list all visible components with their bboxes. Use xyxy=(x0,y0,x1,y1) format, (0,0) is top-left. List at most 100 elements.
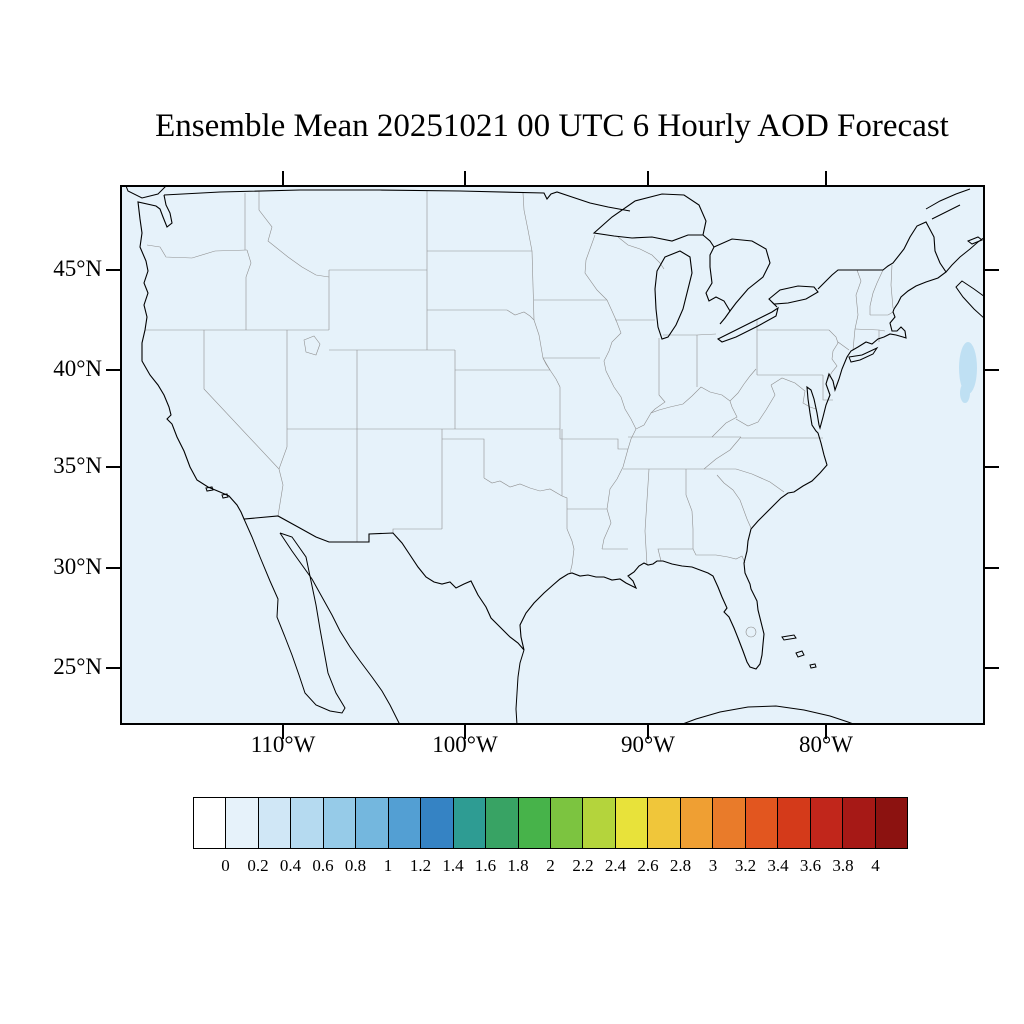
channel-island xyxy=(221,493,229,499)
colorbar-cell xyxy=(648,798,681,848)
colorbar-cell xyxy=(615,798,649,848)
aod-plume xyxy=(959,342,977,394)
lake-huron xyxy=(705,238,771,312)
colorbar-tick-label: 3.8 xyxy=(832,856,854,875)
bahamas-island xyxy=(781,634,797,641)
lat-tick-label: 30°N xyxy=(53,554,102,579)
colorbar-cell xyxy=(778,798,811,848)
colorbar-tick-label: 1 xyxy=(383,856,393,875)
lat-axis-tick xyxy=(106,667,120,669)
aod-plume-2 xyxy=(960,383,970,403)
colorbar-tick-label: 3.6 xyxy=(799,856,822,875)
lon-axis-tick xyxy=(464,725,466,739)
lon-axis-tick xyxy=(825,171,827,185)
colorbar-tick-label: 0.2 xyxy=(247,856,269,875)
lat-axis-tick xyxy=(106,269,120,271)
bahamas-island xyxy=(795,650,805,658)
lon-axis-tick xyxy=(647,171,649,185)
colorbar-cell xyxy=(745,798,779,848)
us-coastline xyxy=(137,194,947,670)
lake-ontario xyxy=(768,285,819,305)
great-lakes xyxy=(592,193,819,343)
lon-axis-tick xyxy=(825,725,827,739)
colorbar-cell xyxy=(583,798,616,848)
colorbar-tick-label: 0.4 xyxy=(279,856,302,875)
lon-axis-tick xyxy=(282,171,284,185)
colorbar-tick-label: 1.6 xyxy=(474,856,497,875)
long-island xyxy=(848,346,879,363)
colorbar-tick-label: 2 xyxy=(546,856,555,875)
colorbar-cell xyxy=(810,798,844,848)
cuba-coastline xyxy=(679,705,857,725)
colorbar-tick-label: 2.8 xyxy=(669,856,692,875)
colorbar-cell xyxy=(518,798,551,848)
colorbar-tick-label: 0.6 xyxy=(312,856,334,875)
st-lawrence-shore xyxy=(925,188,971,210)
lake-michigan xyxy=(654,250,693,340)
figure-title: Ensemble Mean 20251021 00 UTC 6 Hourly A… xyxy=(155,108,949,144)
colorbar-cell xyxy=(388,798,422,848)
map-background xyxy=(120,185,985,725)
lat-axis-tick xyxy=(106,369,120,371)
neighboring-coastlines xyxy=(125,185,985,725)
colorbar-cell xyxy=(194,798,227,848)
colorbar-cell xyxy=(226,798,259,848)
colorbar-tick-label: 4 xyxy=(871,856,880,875)
colorbar-tick-label: 1.2 xyxy=(409,856,432,875)
colorbar-tick-label: 1.8 xyxy=(507,856,529,875)
colorbar-cell xyxy=(258,798,292,848)
colorbar-tick-label: 0.8 xyxy=(344,856,367,875)
lat-axis-tick xyxy=(985,269,999,271)
colorbar-tick-label: 3.2 xyxy=(734,856,757,875)
colorbar-tick-label: 3 xyxy=(708,856,718,875)
colorbar-cell xyxy=(486,798,519,848)
colorbar-cell xyxy=(875,798,907,848)
colorbar-cell xyxy=(453,798,487,848)
lake-superior xyxy=(592,193,707,242)
lat-axis-tick xyxy=(106,567,120,569)
us-map xyxy=(120,185,985,725)
lon-tick-label: 90°W xyxy=(621,732,675,757)
lat-tick-label: 45°N xyxy=(53,256,102,281)
lake-erie xyxy=(716,306,779,343)
great-salt-lake xyxy=(303,335,321,356)
lon-axis-tick xyxy=(464,171,466,185)
plot-frame xyxy=(120,185,985,725)
lat-axis-tick xyxy=(106,466,120,468)
lat-tick-label: 25°N xyxy=(53,654,102,679)
lon-tick-label: 100°W xyxy=(432,732,498,757)
baja-california xyxy=(243,518,346,714)
bahamas-island xyxy=(809,663,817,669)
colorbar-tick-label: 1.4 xyxy=(442,856,464,875)
colorbar-cell xyxy=(356,798,389,848)
lat-tick-label: 40°N xyxy=(53,356,102,381)
lat-axis-tick xyxy=(985,466,999,468)
lon-tick-label: 80°W xyxy=(799,732,853,757)
lon-axis-tick xyxy=(647,725,649,739)
colorbar xyxy=(193,797,908,849)
channel-island xyxy=(205,486,214,492)
lat-axis-tick xyxy=(985,667,999,669)
nova-scotia xyxy=(955,280,985,320)
mexico-gulf-coast xyxy=(515,649,525,725)
colorbar-tick-label: 0 xyxy=(221,856,230,875)
mexico-pacific-coast xyxy=(279,532,401,725)
colorbar-cell xyxy=(550,798,584,848)
colorbar-cell xyxy=(680,798,714,848)
lake-okeechobee xyxy=(745,626,757,638)
colorbar-cell xyxy=(421,798,454,848)
colorbar-cell xyxy=(843,798,876,848)
colorbar-tick-label: 2.2 xyxy=(572,856,594,875)
prince-edward-island xyxy=(966,236,984,245)
colorbar-tick-label: 2.4 xyxy=(604,856,627,875)
lon-tick-label: 110°W xyxy=(250,732,316,757)
colorbar-cell xyxy=(323,798,357,848)
colorbar-cell xyxy=(713,798,746,848)
lat-axis-tick xyxy=(985,567,999,569)
lon-axis-tick xyxy=(282,725,284,739)
lat-tick-label: 35°N xyxy=(53,453,102,478)
colorbar-cell xyxy=(291,798,324,848)
lat-axis-tick xyxy=(985,369,999,371)
colorbar-tick-label: 2.6 xyxy=(637,856,659,875)
